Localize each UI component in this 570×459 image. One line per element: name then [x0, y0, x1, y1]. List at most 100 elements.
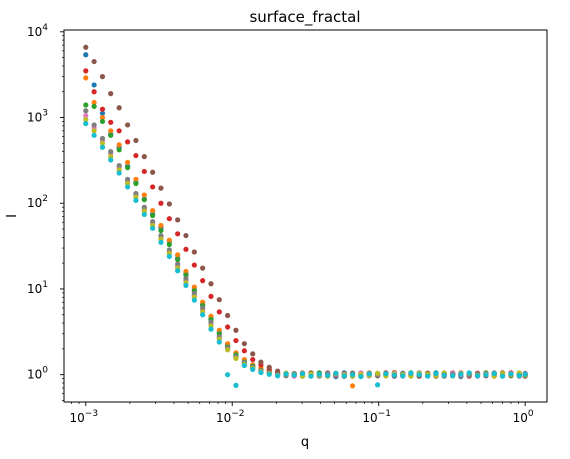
data-point [483, 372, 489, 378]
y-axis-label: I [5, 214, 20, 218]
data-point [91, 99, 97, 106]
data-point [200, 305, 206, 311]
data-point [491, 370, 497, 377]
data-point [175, 261, 181, 267]
data-point [299, 370, 306, 377]
data-point [99, 106, 106, 112]
series-4 [83, 68, 528, 379]
data-point [283, 371, 289, 377]
data-point [175, 217, 181, 223]
data-point [266, 371, 272, 377]
x-tick-base: 10 [513, 411, 528, 425]
y-tick-exponent: 2 [42, 194, 48, 204]
data-point [349, 372, 356, 378]
data-point [91, 132, 97, 138]
data-point [216, 297, 222, 303]
data-point [433, 370, 439, 377]
y-tick-exponent: 4 [42, 23, 48, 33]
data-point [83, 108, 89, 114]
data-point [133, 190, 139, 197]
y-tick-base: 10 [27, 196, 42, 210]
data-point [108, 157, 114, 163]
data-point [116, 128, 122, 134]
data-point [158, 185, 164, 191]
data-point [200, 312, 206, 318]
data-point [166, 216, 172, 222]
y-tick-label: 101 [27, 280, 48, 296]
data-point [191, 297, 197, 303]
data-point [366, 371, 372, 377]
data-point [108, 149, 114, 155]
data-point [91, 58, 97, 65]
data-point [83, 102, 89, 108]
data-point [208, 281, 214, 287]
data-point [508, 371, 514, 377]
data-point [225, 324, 231, 330]
data-point [383, 370, 389, 377]
x-tick-label: 10−1 [362, 409, 391, 425]
data-point [108, 91, 114, 97]
y-tick-exponent: 1 [42, 280, 48, 290]
data-point [99, 135, 106, 142]
data-point [175, 252, 181, 258]
x-tick-base: 10 [216, 411, 231, 425]
x-tick-base: 10 [70, 411, 85, 425]
data-point [266, 364, 272, 370]
x-tick-label: 10−3 [70, 409, 99, 425]
y-tick-label: 104 [27, 23, 48, 39]
x-tick-exponent: −3 [85, 409, 98, 419]
data-point [458, 371, 464, 377]
data-point [225, 372, 231, 378]
series-9 [83, 120, 528, 388]
data-point [99, 140, 106, 146]
data-point [191, 290, 197, 296]
series-6 [83, 113, 528, 379]
data-point [141, 197, 147, 203]
data-point [466, 370, 472, 376]
y-tick-exponent: 3 [42, 109, 48, 119]
data-point [233, 355, 239, 361]
data-point [291, 372, 297, 378]
data-point [425, 373, 431, 379]
data-point [450, 373, 456, 379]
data-point [141, 168, 147, 175]
data-point [141, 211, 147, 218]
data-point [183, 268, 189, 275]
data-point [166, 237, 172, 243]
data-point [158, 232, 164, 239]
data-point [233, 337, 239, 344]
data-point [108, 119, 114, 125]
data-point [99, 114, 106, 121]
data-point [208, 293, 214, 299]
data-point [225, 347, 231, 353]
data-point [116, 105, 122, 111]
plot-frame [63, 29, 548, 403]
data-point [91, 89, 97, 95]
data-point [333, 370, 339, 376]
data-point [166, 253, 172, 259]
data-point [233, 327, 239, 333]
data-point [158, 222, 164, 229]
data-point [441, 372, 447, 378]
series-1 [83, 52, 528, 380]
y-tick-exponent: 0 [42, 366, 48, 376]
data-point [158, 200, 164, 206]
data-point [516, 372, 522, 379]
data-point [150, 184, 156, 190]
data-point [108, 128, 114, 134]
data-point [116, 162, 122, 169]
data-point [216, 309, 222, 315]
data-point [91, 128, 97, 134]
data-point [83, 75, 89, 81]
data-point [166, 241, 172, 248]
data-point [375, 370, 381, 376]
data-point [150, 212, 156, 219]
data-point [150, 169, 156, 175]
data-point [116, 147, 122, 153]
data-point [391, 372, 397, 378]
x-tick-exponent: 0 [528, 409, 534, 419]
data-point [233, 382, 239, 388]
data-point [183, 232, 189, 239]
data-point [141, 192, 147, 198]
data-point [358, 373, 364, 380]
